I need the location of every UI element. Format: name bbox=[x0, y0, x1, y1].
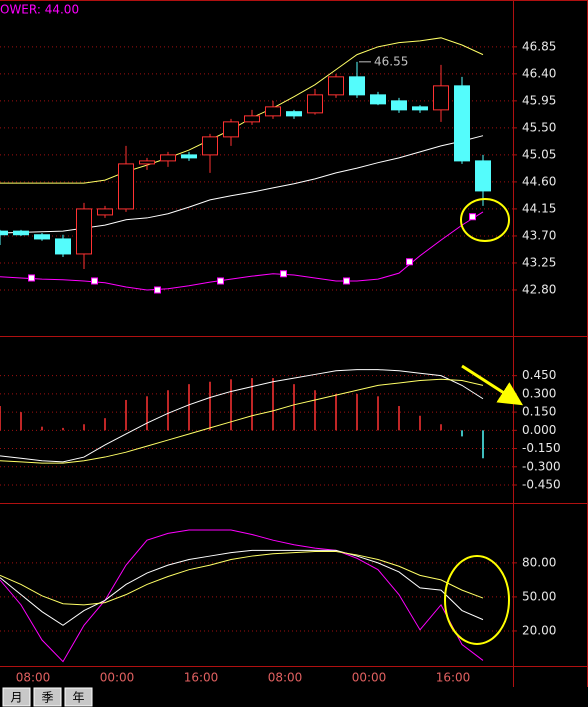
candle-body bbox=[244, 115, 260, 123]
indicator-line bbox=[0, 211, 484, 291]
plot bbox=[0, 37, 491, 294]
indicator-dot bbox=[217, 277, 224, 285]
indicator-line bbox=[0, 135, 484, 234]
candle-body bbox=[265, 106, 281, 117]
y-tick-label: 46.85 bbox=[522, 39, 556, 53]
candle-body bbox=[13, 230, 29, 236]
candle-body bbox=[349, 76, 365, 96]
grid: 80.00 50.00 20.00 bbox=[0, 555, 556, 637]
candle-body bbox=[433, 85, 449, 111]
candle-body bbox=[118, 163, 134, 210]
candle-body bbox=[328, 76, 344, 96]
candle-body bbox=[370, 94, 386, 105]
grid: 0.450 0.300 0.150 0.000 -0.150 -0.300 -0.450 bbox=[0, 368, 561, 491]
x-tick-label: 00:00 bbox=[352, 671, 387, 685]
tab-label[interactable]: 年 bbox=[72, 691, 84, 705]
y-tick-label: 0.000 bbox=[522, 423, 556, 437]
y-tick-label: 44.60 bbox=[522, 174, 556, 188]
y-tick-label: 0.150 bbox=[522, 405, 556, 419]
candle-body bbox=[181, 154, 197, 159]
y-tick-label: 0.450 bbox=[522, 368, 556, 382]
y-tick-label: 45.05 bbox=[522, 147, 556, 161]
y-tick-label: -0.150 bbox=[522, 441, 561, 455]
indicator-line bbox=[0, 549, 484, 626]
highlight-circle bbox=[460, 198, 510, 242]
indicator-dot bbox=[91, 277, 98, 285]
plot-layers: 46.85 46.40 45.95 45.50 45.05 44.60 44.15 43.70… bbox=[0, 37, 561, 663]
candle-body bbox=[160, 154, 176, 162]
candle-body bbox=[97, 208, 113, 216]
tab[interactable] bbox=[64, 687, 93, 707]
candle-body bbox=[286, 111, 302, 117]
candle-body bbox=[223, 121, 239, 138]
indicator-title: OWER: 44.00 bbox=[0, 3, 79, 17]
candle-body bbox=[0, 230, 8, 236]
y-tick-label: 0.300 bbox=[522, 386, 556, 400]
candle-body bbox=[76, 208, 92, 255]
grid: 46.85 46.40 45.95 45.50 45.05 44.60 44.15 43.70… bbox=[0, 39, 556, 296]
y-tick-label: -0.300 bbox=[522, 459, 561, 473]
candle-body bbox=[391, 100, 407, 111]
period-tabs: 月季年 bbox=[2, 687, 93, 707]
indicator-dot bbox=[343, 277, 350, 285]
highlight-circle bbox=[444, 555, 510, 645]
candle-body bbox=[454, 85, 470, 162]
indicator-line bbox=[0, 551, 484, 606]
y-tick-label: 45.95 bbox=[522, 93, 556, 107]
x-tick-label: 08:00 bbox=[268, 671, 303, 685]
candle-body bbox=[307, 94, 323, 114]
x-tick-label: 16:00 bbox=[184, 671, 219, 685]
candle-body bbox=[412, 106, 428, 111]
annotation: 46.55 bbox=[374, 54, 408, 68]
indicator-dot bbox=[154, 286, 161, 294]
plot bbox=[0, 369, 484, 464]
indicator-line bbox=[0, 378, 484, 464]
x-tick-label: 00:00 bbox=[100, 671, 135, 685]
y-tick-label: 42.80 bbox=[522, 282, 556, 296]
tab[interactable] bbox=[33, 687, 62, 707]
candle-body bbox=[55, 238, 71, 255]
indicator-dot bbox=[406, 258, 413, 266]
y-tick-label: 46.40 bbox=[522, 66, 556, 80]
tab-label[interactable]: 月 bbox=[10, 691, 22, 705]
y-tick-label: -0.450 bbox=[522, 477, 561, 491]
x-tick-label: 16:00 bbox=[436, 671, 471, 685]
tab-label[interactable]: 季 bbox=[41, 691, 53, 705]
highlight-arrow bbox=[461, 364, 524, 406]
indicator-line bbox=[0, 37, 484, 184]
y-tick-label: 20.00 bbox=[522, 623, 556, 637]
y-tick-label: 43.25 bbox=[522, 255, 556, 269]
tab-bar bbox=[0, 687, 588, 707]
indicator-dot bbox=[280, 270, 287, 278]
y-tick-label: 44.15 bbox=[522, 201, 556, 215]
frame bbox=[0, 0, 588, 687]
indicator-dot bbox=[469, 213, 476, 221]
candle-body bbox=[475, 160, 491, 192]
y-tick-label: 50.00 bbox=[522, 589, 556, 603]
y-tick-label: 45.50 bbox=[522, 120, 556, 134]
plot bbox=[0, 529, 484, 663]
candle-body bbox=[34, 234, 50, 240]
x-tick-label: 08:00 bbox=[16, 671, 51, 685]
indicator-line bbox=[0, 529, 484, 663]
indicator-dot bbox=[28, 274, 35, 282]
y-tick-label: 80.00 bbox=[522, 555, 556, 569]
indicator-line bbox=[0, 369, 484, 463]
candle-body bbox=[139, 160, 155, 165]
y-tick-label: 43.70 bbox=[522, 228, 556, 242]
candle-body bbox=[202, 136, 218, 156]
tab[interactable] bbox=[2, 687, 31, 707]
